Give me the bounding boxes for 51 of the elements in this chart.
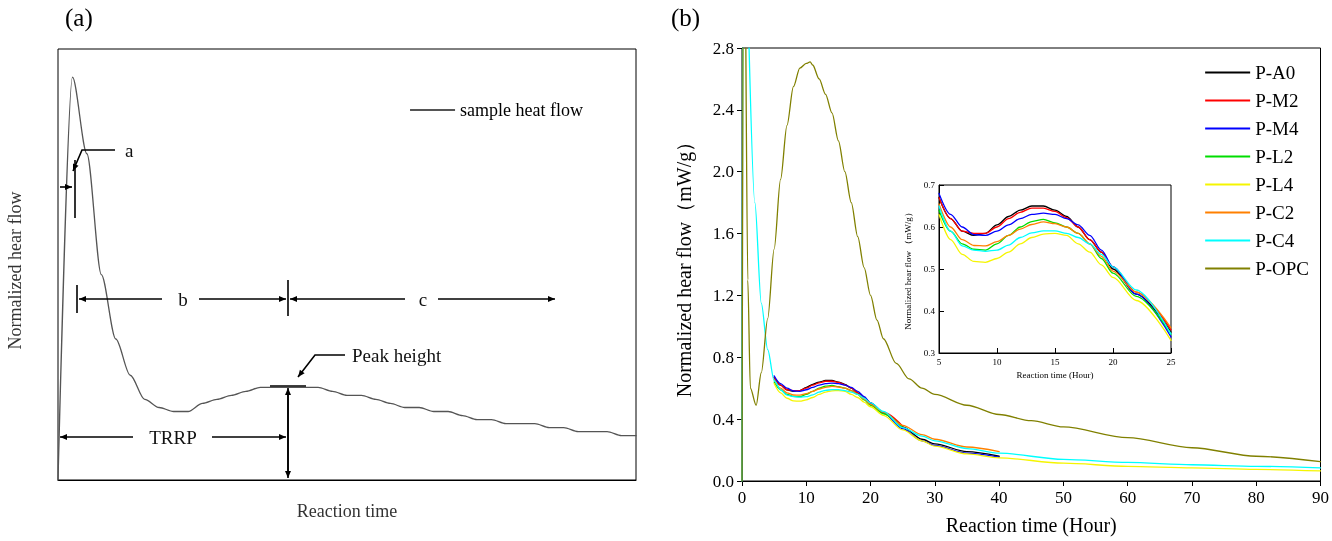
- y-tick-label: 0.8: [712, 347, 734, 367]
- x-tick-label: 90: [1312, 488, 1329, 507]
- legend-label: P-C2: [1255, 202, 1295, 223]
- y-axis-title: Normalized hear flow: [5, 191, 25, 350]
- y-tick-label: 2.8: [712, 38, 734, 58]
- y-tick-label: 0.5: [923, 264, 936, 274]
- x-tick-label: 40: [990, 488, 1008, 507]
- y-tick-label: 0.4: [712, 409, 735, 429]
- x-tick-label: 80: [1247, 488, 1265, 507]
- x-axis-title: Reaction time: [296, 501, 398, 521]
- legend-label: P-OPC: [1255, 258, 1309, 279]
- line-series: [773, 382, 1322, 472]
- y-tick-label: 0.0: [712, 471, 734, 491]
- x-tick-label: 10: [797, 488, 815, 507]
- x-tick-label: 25: [1166, 356, 1176, 367]
- y-tick-label: 1.6: [712, 224, 734, 244]
- y-tick-label: 0.7: [923, 180, 936, 190]
- x-tick-label: 60: [1119, 488, 1137, 507]
- legend-label: P-C4: [1255, 230, 1295, 251]
- annotation: a: [125, 139, 134, 161]
- x-tick-label: 20: [1108, 356, 1118, 367]
- x-tick-label: 5: [936, 356, 942, 367]
- annotation: Peak height: [352, 344, 442, 366]
- y-tick-label: 2.4: [712, 100, 735, 120]
- legend-label: sample heat flow: [460, 100, 584, 120]
- chart-title: (a): [65, 4, 93, 32]
- x-axis-title: Reaction time (Hour): [1016, 370, 1094, 381]
- y-tick-label: 2.0: [712, 162, 734, 182]
- y-tick-label: 0.6: [923, 222, 936, 232]
- x-tick-label: 10: [992, 356, 1002, 367]
- x-tick-label: 30: [926, 488, 944, 507]
- legend-label: P-M4: [1255, 118, 1299, 139]
- annotation: TRRP: [149, 426, 197, 448]
- x-tick-label: 70: [1183, 488, 1201, 507]
- chart-title: (b): [671, 4, 701, 32]
- x-tick-label: 15: [1050, 356, 1060, 367]
- y-tick-label: 0.3: [923, 348, 936, 358]
- legend-label: P-A0: [1255, 62, 1296, 83]
- legend-label: P-M2: [1255, 90, 1299, 111]
- y-axis-title: Normalized hear flow（mW/g）: [673, 131, 696, 398]
- annotation: b: [178, 288, 188, 310]
- x-tick-label: 50: [1054, 488, 1072, 507]
- legend-label: P-L2: [1255, 146, 1294, 167]
- annotation: c: [418, 288, 428, 310]
- x-tick-label: 0: [737, 488, 747, 507]
- legend-label: P-L4: [1255, 174, 1294, 195]
- x-tick-label: 20: [862, 488, 880, 507]
- y-tick-label: 0.4: [923, 306, 936, 316]
- y-tick-label: 1.2: [712, 285, 734, 305]
- x-axis-title: Reaction time (Hour): [945, 514, 1117, 537]
- y-axis-title: Normalized hear flow （mW/g）: [903, 208, 914, 330]
